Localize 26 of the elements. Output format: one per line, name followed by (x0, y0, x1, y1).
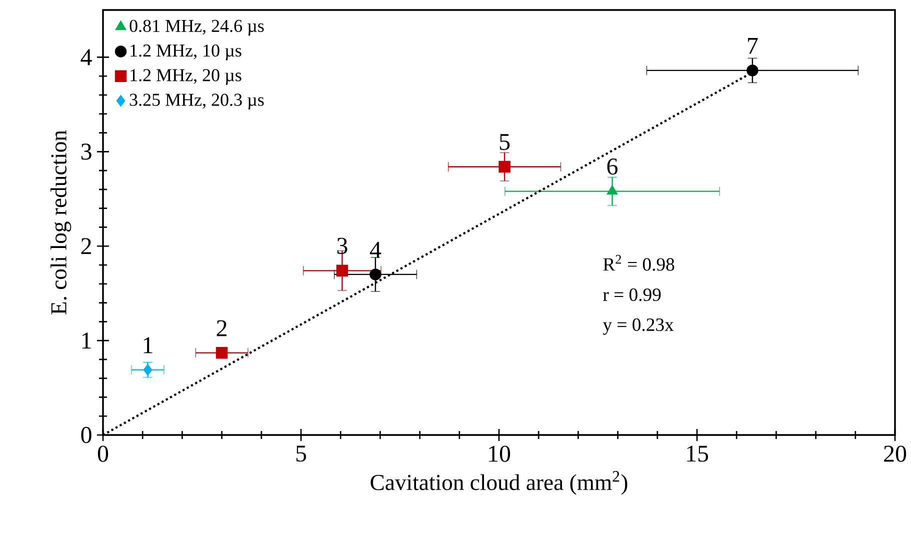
x-tick-label: 0 (98, 446, 108, 462)
x-tick-label: 15 (687, 446, 708, 462)
legend-label: 1.2 MHz, 10 µs (130, 44, 242, 60)
annotation: 5 (500, 134, 510, 150)
annotation: R$^{2}$ = 0.98 (603, 254, 674, 271)
y-tick-label: 3 (81, 144, 92, 160)
annotation: r = 0.99 (603, 288, 661, 302)
y-tick-label: 1 (82, 332, 91, 348)
annotation: y = 0.23x (602, 318, 674, 335)
y-axis-title: E. coli log reduction (50, 130, 72, 314)
x-axis-title: Cavitation cloud area (mm$^{2}$) (370, 471, 628, 495)
legend-label: 3.25 MHz, 20.3 µs (130, 94, 264, 110)
x-tick-label: 20 (884, 446, 906, 462)
annotation: 1 (144, 337, 152, 354)
annotation: 7 (748, 38, 758, 54)
x-tick-label: 10 (489, 446, 510, 462)
legend-label: 1.2 MHz, 20 µs (130, 69, 242, 85)
legend-label: 0.81 MHz, 24.6 µs (130, 20, 264, 36)
x-tick-label: 5 (296, 446, 306, 462)
y-tick-label: 4 (80, 49, 92, 66)
annotation: 4 (370, 242, 382, 258)
annotation: 3 (337, 238, 348, 254)
y-tick-label: 0 (81, 426, 92, 444)
y-tick-label: 2 (81, 238, 91, 254)
annotation: 6 (607, 158, 618, 175)
annotation: 2 (216, 320, 226, 336)
